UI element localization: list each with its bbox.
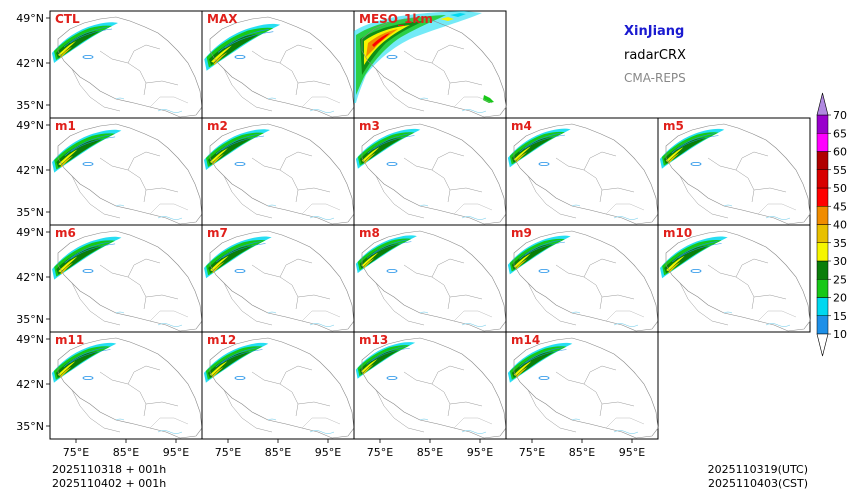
colorbar-swatch — [816, 169, 829, 189]
colorbar-extend-max — [816, 92, 829, 116]
colorbar-extend-min — [816, 333, 829, 357]
lat-tick-label: 42°N — [16, 57, 44, 70]
panel-label: m14 — [511, 333, 540, 347]
lon-tick-label: 85°E — [265, 446, 291, 459]
colorbar-swatch — [816, 297, 829, 316]
map-panel-m3: m3 — [353, 117, 507, 226]
colorbar-level-label: 10 — [833, 328, 847, 341]
colorbar-level-label: 20 — [833, 292, 847, 305]
colorbar-swatch — [816, 224, 829, 243]
map-panel-m13: m13 — [353, 331, 507, 440]
latitude-axis: 49°N 42°N 35°N 49°N 42°N 35°N 49°N 42°N 35°N 49°N… — [16, 12, 50, 433]
lon-tick-label: 75°E — [367, 446, 393, 459]
lon-tick-label: 95°E — [315, 446, 341, 459]
panel-label: m10 — [663, 226, 692, 240]
map-panel-m12: m12 — [201, 331, 355, 440]
lon-tick-label: 85°E — [417, 446, 443, 459]
panel-label: m13 — [359, 333, 388, 347]
panel-label: m2 — [207, 119, 228, 133]
map-panel-m1: m1 — [49, 117, 203, 226]
map-panel-m2: m2 — [201, 117, 355, 226]
colorbar-swatch — [816, 315, 829, 335]
colorbar-swatch — [816, 242, 829, 262]
colorbar-swatch — [816, 133, 829, 152]
lat-tick-label: 42°N — [16, 378, 44, 391]
lat-tick-label: 49°N — [16, 333, 44, 346]
map-panel-m7: m7 — [201, 224, 355, 333]
lon-tick-label: 95°E — [619, 446, 645, 459]
map-panel-m14: m14 — [505, 331, 659, 440]
panel-label: m7 — [207, 226, 228, 240]
colorbar-level-label: 70 — [833, 109, 847, 122]
colorbar-swatch — [816, 114, 829, 134]
colorbar-level-label: 15 — [833, 310, 847, 323]
panel-label: m5 — [663, 119, 684, 133]
panel-label: m8 — [359, 226, 380, 240]
colorbar-level-label: 55 — [833, 164, 847, 177]
init-time-utc: 2025110318 + 001h — [52, 463, 166, 476]
product-name: radarCRX — [624, 48, 686, 63]
model-name: CMA-REPS — [624, 71, 686, 85]
colorbar: 10 15 20 25 30 35 40 45 50 55 60 65 70 — [816, 92, 847, 357]
colorbar-swatch — [816, 151, 829, 170]
colorbar-level-label: 65 — [833, 127, 847, 140]
panel-grid: CTL MAX MESO_1km m1 m2 m3 m4 m5 m6 m7 m8 m9 m10 m11 m1… — [49, 10, 811, 440]
lon-tick-label: 85°E — [113, 446, 139, 459]
panel-label: m9 — [511, 226, 532, 240]
lat-tick-label: 49°N — [16, 119, 44, 132]
colorbar-swatch — [816, 260, 829, 280]
lat-tick-label: 49°N — [16, 226, 44, 239]
lon-tick-label: 85°E — [569, 446, 595, 459]
lat-tick-label: 49°N — [16, 12, 44, 25]
panel-label: m1 — [55, 119, 76, 133]
colorbar-level-label: 35 — [833, 237, 847, 250]
panel-label: m4 — [511, 119, 532, 133]
lon-tick-label: 75°E — [63, 446, 89, 459]
colorbar-swatch — [816, 206, 829, 225]
map-panel-m6: m6 — [49, 224, 203, 333]
lat-tick-label: 35°N — [16, 420, 44, 433]
init-time-cst: 2025110402 + 001h — [52, 477, 166, 490]
map-panel-m4: m4 — [505, 117, 659, 226]
lon-tick-label: 95°E — [163, 446, 189, 459]
colorbar-level-label: 25 — [833, 273, 847, 286]
map-panel-max: MAX — [201, 10, 355, 119]
map-panel-m5: m5 — [657, 117, 811, 226]
lat-tick-label: 42°N — [16, 271, 44, 284]
lon-tick-label: 95°E — [467, 446, 493, 459]
map-panel-meso_1km: MESO_1km — [353, 10, 507, 119]
colorbar-level-label: 60 — [833, 146, 847, 159]
panel-label: m3 — [359, 119, 380, 133]
panel-label: CTL — [55, 12, 80, 26]
region-title: XinJiang — [624, 24, 684, 39]
colorbar-level-label: 45 — [833, 200, 847, 213]
lat-tick-label: 35°N — [16, 313, 44, 326]
map-panel-m10: m10 — [657, 224, 811, 333]
lat-tick-label: 35°N — [16, 206, 44, 219]
longitude-axis: 75°E 85°E 95°E 75°E 85°E 95°E 75°E 85°E 95°E 75°E… — [63, 439, 645, 459]
colorbar-level-label: 30 — [833, 255, 847, 268]
map-panel-ctl: CTL — [49, 10, 203, 119]
map-panel-m9: m9 — [505, 224, 659, 333]
panel-label: m6 — [55, 226, 76, 240]
panel-label: MAX — [207, 12, 238, 26]
panel-label: m12 — [207, 333, 236, 347]
colorbar-level-label: 40 — [833, 219, 847, 232]
colorbar-swatch — [816, 279, 829, 298]
map-panel-m8: m8 — [353, 224, 507, 333]
panel-label: MESO_1km — [359, 12, 433, 27]
valid-time-cst: 2025110403(CST) — [708, 477, 808, 490]
lon-tick-label: 75°E — [215, 446, 241, 459]
lat-tick-label: 42°N — [16, 164, 44, 177]
map-panel-m11: m11 — [49, 331, 203, 440]
colorbar-level-label: 50 — [833, 182, 847, 195]
lat-tick-label: 35°N — [16, 99, 44, 112]
colorbar-swatch — [816, 187, 829, 207]
valid-time-utc: 2025110319(UTC) — [708, 463, 808, 476]
panel-label: m11 — [55, 333, 84, 347]
lon-tick-label: 75°E — [519, 446, 545, 459]
